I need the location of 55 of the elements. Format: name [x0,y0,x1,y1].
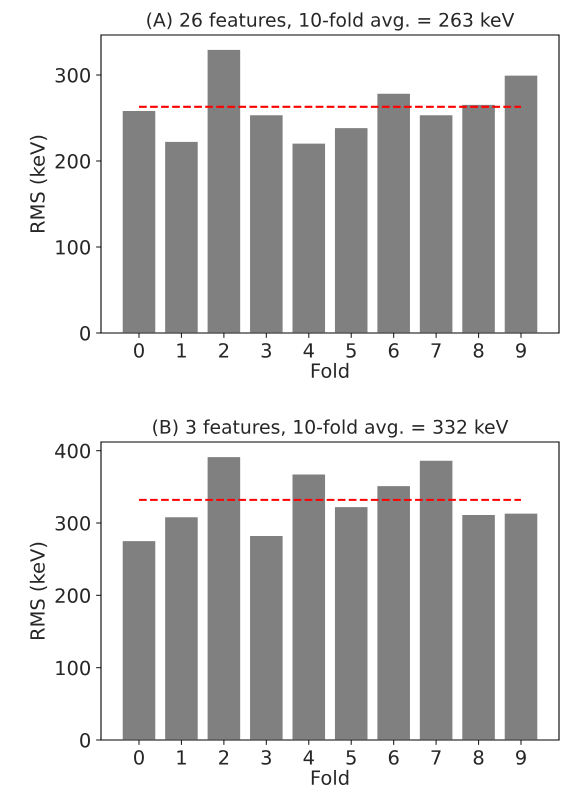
y-tick-label: 300 [56,516,90,531]
y-axis-title: RMS (keV) [30,136,48,232]
bar [248,114,284,333]
x-tick-label: 6 [388,343,399,358]
x-tick-label: 9 [516,343,526,358]
y-tick-label: 100 [56,240,90,255]
x-tick-label: 4 [304,750,314,764]
x-tick-label: 5 [346,343,356,358]
x-tick-label: 2 [219,343,228,358]
x-tick-label: 1 [177,750,186,764]
y-tick-label: 0 [80,326,90,341]
x-tick-label: 7 [432,343,441,358]
x-tick-label: 6 [388,750,399,765]
y-tick-label: 200 [56,588,90,604]
x-axis-title: Fold [312,770,348,785]
chart-title: (A) 26 features, 10-fold avg. = 263 keV [147,12,514,31]
x-tick-label: 0 [134,750,144,765]
y-tick-label: 100 [56,660,90,676]
y-tick-label: 200 [56,154,90,169]
bar [418,114,454,333]
x-tick-label: 2 [219,750,228,764]
y-tick-label: 400 [55,444,90,458]
x-tick-label: 5 [346,750,356,765]
bar [376,484,412,740]
x-tick-label: 9 [516,750,526,765]
x-tick-label: 8 [474,750,484,765]
x-tick-label: 4 [304,343,314,358]
x-tick-label: 7 [432,750,441,764]
x-tick-label: 1 [177,343,186,358]
bar [460,514,496,740]
x-axis-title: Fold [312,362,348,378]
bar [164,140,200,333]
bar [376,92,412,333]
chart-title: (B) 3 features, 10-fold avg. = 332 keV [153,419,508,438]
bar [164,516,200,740]
bar [503,74,539,333]
x-tick-label: 8 [474,343,484,358]
bar [503,512,539,740]
bar [418,459,454,740]
x-tick-label: 0 [134,343,144,358]
bar [460,104,496,333]
x-tick-label: 3 [262,750,271,765]
bar [121,110,157,333]
bar [206,48,242,333]
bar [291,142,326,333]
x-tick-label: 3 [262,343,271,358]
bar [334,126,369,333]
y-tick-label: 300 [56,68,90,83]
bar [334,506,369,740]
y-axis-title: RMS (keV) [30,542,48,639]
bar [121,540,157,740]
bar [291,473,326,740]
bar [206,456,242,740]
y-tick-label: 0 [80,732,90,748]
bar [248,534,284,740]
